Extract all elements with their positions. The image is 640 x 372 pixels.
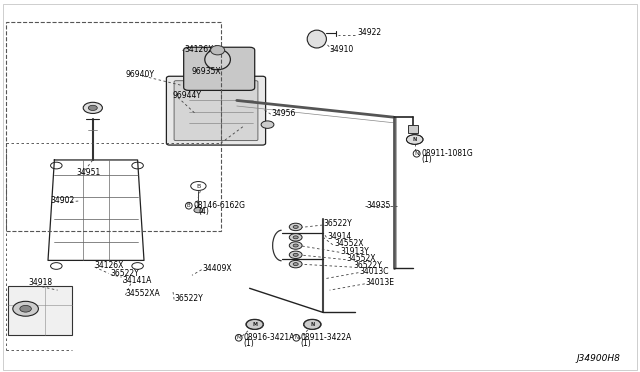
Text: M: M: [252, 322, 257, 327]
FancyBboxPatch shape: [174, 81, 258, 141]
Circle shape: [293, 236, 298, 239]
Text: 08911-1081G: 08911-1081G: [421, 149, 473, 158]
Circle shape: [289, 242, 302, 249]
FancyBboxPatch shape: [184, 47, 255, 90]
Circle shape: [289, 260, 302, 268]
Text: 34910: 34910: [329, 45, 353, 54]
FancyBboxPatch shape: [166, 76, 266, 145]
Circle shape: [289, 223, 302, 231]
Text: 34409X: 34409X: [202, 264, 232, 273]
Circle shape: [20, 305, 31, 312]
Text: 36522Y: 36522Y: [353, 262, 382, 270]
Bar: [8, 286, 72, 335]
Text: 34013C: 34013C: [359, 267, 388, 276]
Circle shape: [13, 301, 38, 316]
Text: B: B: [187, 203, 191, 208]
Text: 34951: 34951: [77, 169, 101, 177]
Text: (1): (1): [421, 155, 432, 164]
Text: N: N: [294, 335, 298, 340]
Circle shape: [293, 253, 298, 256]
Text: 96940Y: 96940Y: [125, 70, 154, 79]
Text: 34013E: 34013E: [365, 278, 394, 287]
Text: 34935: 34935: [366, 201, 390, 210]
Text: 34126XA: 34126XA: [184, 45, 219, 54]
Text: M: M: [236, 335, 241, 340]
Bar: [408, 125, 418, 133]
Text: 96944Y: 96944Y: [173, 92, 202, 100]
Circle shape: [304, 320, 321, 329]
Circle shape: [194, 208, 203, 213]
Circle shape: [293, 244, 298, 247]
Text: 34922: 34922: [357, 28, 381, 37]
Text: 34552X: 34552X: [347, 254, 376, 263]
Text: 96935X: 96935X: [192, 67, 221, 76]
Ellipse shape: [211, 46, 225, 55]
Text: (4): (4): [198, 207, 209, 216]
Text: N: N: [310, 322, 314, 327]
Text: 08146-6162G: 08146-6162G: [193, 201, 245, 210]
Text: 34902: 34902: [50, 196, 74, 205]
Text: 36522Y: 36522Y: [110, 269, 139, 278]
Circle shape: [289, 251, 302, 259]
Text: 08916-3421A: 08916-3421A: [243, 333, 294, 342]
Circle shape: [261, 121, 274, 128]
Text: 34552X: 34552X: [334, 239, 364, 248]
Text: 34914: 34914: [328, 232, 352, 241]
Text: 34918: 34918: [28, 278, 52, 287]
Circle shape: [246, 320, 263, 329]
Text: B: B: [196, 183, 200, 189]
Text: (1): (1): [301, 339, 312, 348]
Bar: [6, 22, 221, 231]
Ellipse shape: [307, 30, 326, 48]
Text: 08911-3422A: 08911-3422A: [301, 333, 352, 342]
Text: 34141A: 34141A: [123, 276, 152, 285]
Ellipse shape: [205, 49, 230, 70]
Text: 31913Y: 31913Y: [340, 247, 369, 256]
Circle shape: [83, 102, 102, 113]
Text: 34552XA: 34552XA: [125, 289, 160, 298]
Text: J34900H8: J34900H8: [577, 354, 621, 363]
Text: 36522Y: 36522Y: [324, 219, 353, 228]
Circle shape: [293, 225, 298, 228]
Circle shape: [289, 234, 302, 241]
Text: 36522Y: 36522Y: [174, 294, 203, 303]
Text: (1): (1): [243, 339, 254, 348]
Text: 34126X: 34126X: [95, 262, 124, 270]
Circle shape: [406, 135, 423, 144]
Text: N: N: [414, 151, 419, 156]
Text: 34956: 34956: [271, 109, 296, 118]
Circle shape: [293, 263, 298, 266]
Text: N: N: [413, 137, 417, 142]
Circle shape: [88, 105, 97, 110]
